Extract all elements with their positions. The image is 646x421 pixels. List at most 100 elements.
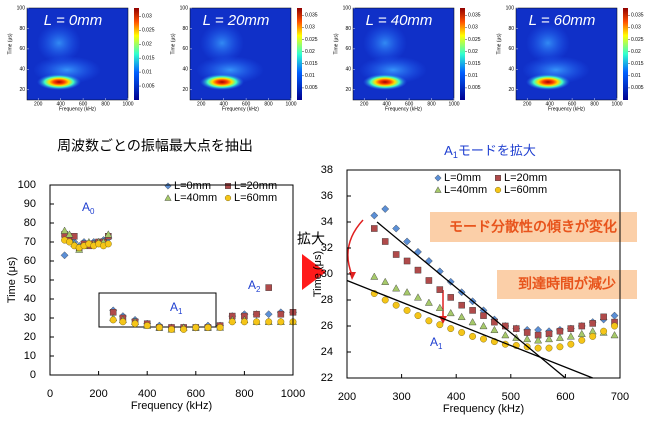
legend-label: L=60mm — [504, 184, 547, 196]
colorbar-tick-label: 0.02 — [468, 49, 478, 55]
x-tick-label: 400 — [138, 388, 156, 400]
heatmap-peak — [200, 74, 244, 90]
y-tick-label: 20 — [24, 331, 36, 343]
heatmap-frame — [352, 7, 455, 101]
point — [424, 298, 433, 306]
point — [469, 332, 477, 340]
y-axis-label: Time (μs) — [333, 33, 339, 54]
point — [545, 334, 553, 343]
x-tick-label: 200 — [89, 388, 107, 400]
colorbar-tick-label: 0.035 — [468, 13, 481, 19]
colorbar-tick-label: 0.005 — [142, 83, 155, 89]
zoom-arrow — [302, 254, 326, 290]
y-tick-label: 24 — [321, 346, 333, 358]
plot-frame — [346, 169, 621, 379]
legend-label: L=40mm — [444, 184, 487, 196]
x-tick-label: 600 — [79, 101, 88, 107]
colorbar-tick-label: 0.01 — [468, 73, 478, 79]
x-tick-label: 400 — [545, 101, 554, 107]
annotation: A2 — [248, 278, 261, 294]
colorbar-tick-label: 0.005 — [305, 85, 318, 91]
legend-label: L=20mm — [234, 180, 277, 192]
x-tick-label: 200 — [360, 101, 369, 107]
heatmap-peak — [37, 74, 81, 90]
legend-label: L=0mm — [174, 180, 211, 192]
colorbar-tick-label: 0.01 — [142, 69, 152, 75]
legend-label: L=20mm — [504, 172, 547, 184]
y-tick-label: 70 — [24, 236, 36, 248]
heatmap-peak — [363, 74, 407, 90]
x-tick-label: 200 — [523, 101, 532, 107]
point — [104, 230, 113, 238]
x-axis-label: Frequency (kHz) — [59, 106, 96, 112]
annotation-main: A — [430, 335, 438, 349]
colorbar — [134, 8, 139, 100]
legend-marker — [434, 186, 442, 193]
y-tick-label: 100 — [17, 5, 26, 11]
y-axis-label: Time (μs) — [496, 33, 502, 54]
point — [204, 324, 212, 331]
point — [65, 230, 74, 238]
x-tick-label: 200 — [338, 391, 356, 403]
x-tick-label: 300 — [392, 391, 410, 403]
panel-label: L = 60mm — [529, 12, 596, 29]
x-tick-label: 1000 — [611, 101, 622, 107]
point — [392, 251, 400, 258]
callout-box — [497, 270, 637, 299]
y-tick-label: 32 — [321, 242, 333, 254]
point — [425, 317, 433, 325]
colorbar — [460, 8, 465, 100]
y-tick-label: 100 — [180, 5, 189, 11]
annotation: A1 — [170, 300, 183, 316]
point — [523, 329, 531, 336]
x-tick-label: 1000 — [448, 101, 459, 107]
point — [436, 286, 444, 293]
y-tick-label: 40 — [345, 67, 351, 73]
x-tick-label: 800 — [590, 101, 599, 107]
point — [556, 327, 564, 335]
x-tick-label: 600 — [187, 388, 205, 400]
point — [600, 327, 608, 335]
arrow-label: 拡大 — [297, 231, 325, 247]
y-tick-label: 60 — [24, 255, 36, 267]
point — [600, 313, 607, 321]
colorbar-tick-label: 0.005 — [631, 85, 644, 91]
y-tick-label: 90 — [24, 198, 36, 210]
point — [109, 316, 117, 324]
point — [480, 335, 487, 343]
legend-marker — [164, 182, 172, 190]
x-tick-label: 500 — [502, 391, 520, 403]
colorbar-tick-label: 0.015 — [631, 61, 644, 67]
chart-title: 周波数ごとの振幅最大点を抽出 — [57, 138, 253, 154]
heatmap-panel: 200 400 600 800 1000 20 40 60 80 100 Frequency (kH… — [7, 5, 154, 112]
point — [119, 318, 127, 326]
x-axis-label: Frequency (kHz) — [222, 106, 259, 112]
x-tick-label: 1000 — [285, 101, 296, 107]
y-tick-label: 60 — [345, 46, 351, 52]
colorbar-tick-label: 0.02 — [142, 42, 152, 48]
point — [447, 294, 454, 301]
y-tick-label: 26 — [321, 320, 333, 332]
colorbar-tick-label: 0.025 — [468, 37, 481, 43]
colorbar-tick-label: 0.02 — [305, 49, 315, 55]
point — [392, 224, 401, 233]
point — [381, 277, 390, 285]
colorbar-tick-label: 0.03 — [631, 25, 641, 31]
y-tick-label: 20 — [182, 87, 188, 93]
point — [611, 322, 618, 330]
heatmap-haze — [200, 23, 244, 63]
x-tick-label: 1000 — [122, 101, 133, 107]
y-tick-label: 60 — [182, 46, 188, 52]
point — [468, 318, 477, 326]
x-axis-label: Frequency (kHz) — [443, 403, 524, 415]
heatmap-panel: 200 400 600 800 1000 20 40 60 80 100 Frequency (kH… — [333, 5, 480, 112]
y-tick-label: 38 — [321, 164, 333, 176]
point — [469, 307, 476, 314]
y-tick-label: 28 — [321, 294, 333, 306]
point — [143, 322, 151, 330]
x-tick-label: 600 — [556, 391, 574, 403]
y-axis-label: Time (μs) — [7, 33, 13, 54]
point — [370, 211, 379, 220]
heatmap-peak — [526, 74, 570, 90]
